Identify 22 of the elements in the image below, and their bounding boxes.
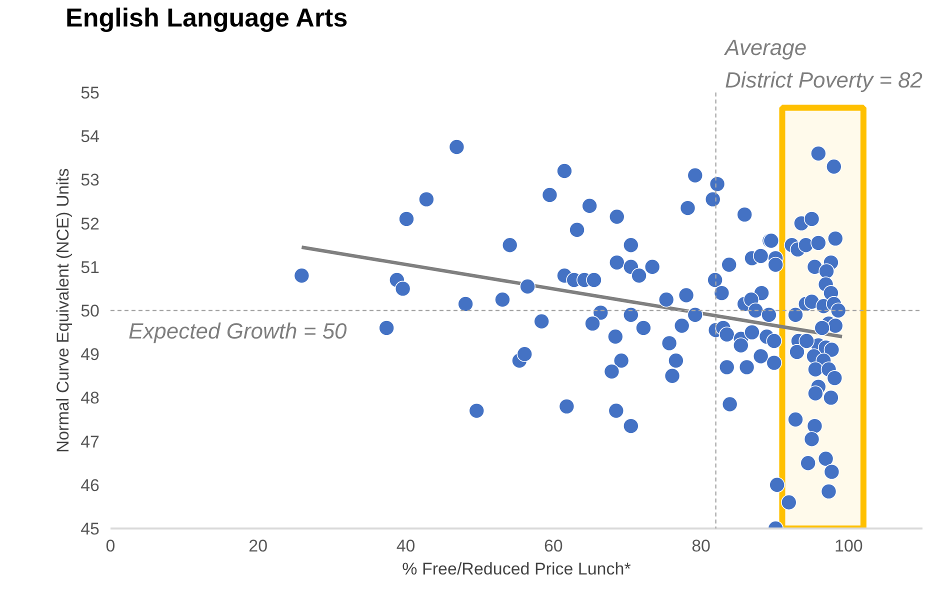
y-tick-label: 54 xyxy=(80,127,100,146)
y-tick-label: 47 xyxy=(80,432,100,452)
y-axis-title: Normal Curve Equivalent (NCE) Units xyxy=(54,168,73,453)
x-tick-label: 0 xyxy=(106,536,116,556)
y-tick-label: 52 xyxy=(80,214,100,234)
y-tick-label: 50 xyxy=(80,302,100,320)
y-tick-label: 53 xyxy=(80,170,100,190)
ref-line-label: Average District Poverty = 82 xyxy=(723,35,922,92)
x-tick-label: 60 xyxy=(544,536,563,556)
chart-title: English Language Arts xyxy=(66,2,348,32)
y-tick-label: 49 xyxy=(80,345,100,364)
ref-line-label: Expected Growth = 50 xyxy=(128,318,348,344)
x-axis-title: % Free/Reduced Price Lunch* xyxy=(402,560,632,578)
y-tick-label: 45 xyxy=(80,520,100,538)
y-tick-label: 48 xyxy=(80,388,100,408)
x-tick-label: 80 xyxy=(692,536,711,556)
x-tick-label: 100 xyxy=(834,536,863,556)
x-tick-label: 40 xyxy=(396,536,416,556)
y-tick-label: 51 xyxy=(80,258,100,277)
y-tick-label: 46 xyxy=(80,476,100,495)
x-tick-label: 20 xyxy=(248,536,268,556)
y-tick-label: 55 xyxy=(80,84,100,102)
